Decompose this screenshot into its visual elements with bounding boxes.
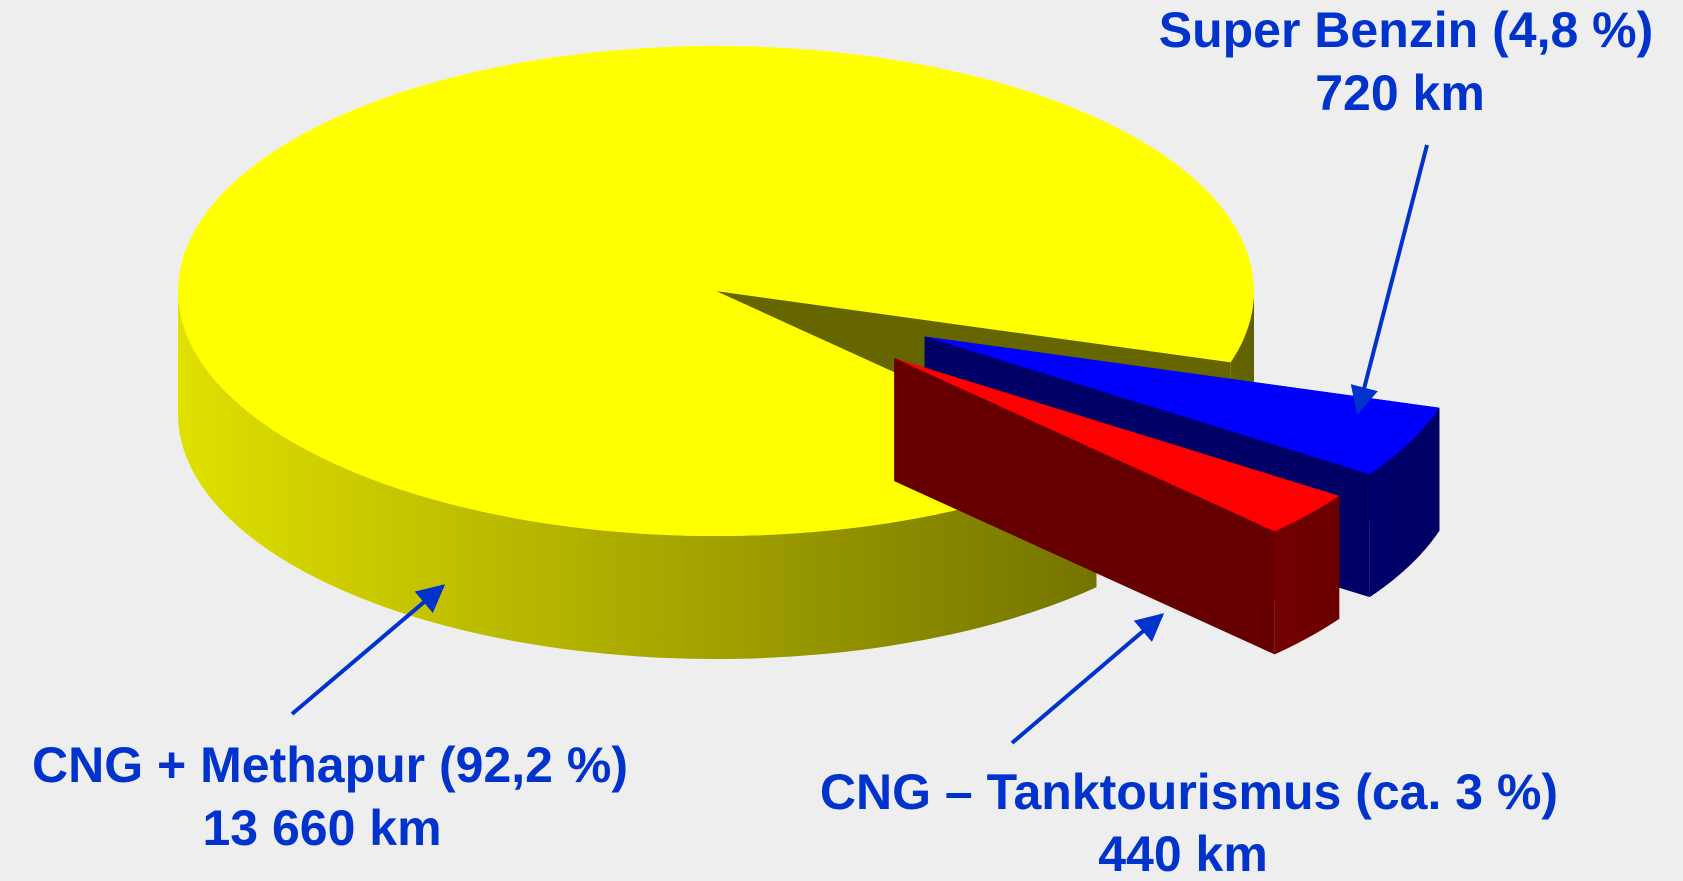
distance-label: 13 660 km <box>202 800 441 856</box>
category: Super Benzin <box>1159 2 1478 58</box>
percent-label: (4,8 %) <box>1492 2 1653 58</box>
slice <box>177 45 1255 537</box>
slice-side <box>1369 407 1440 598</box>
percent-label: (92,2 %) <box>439 737 628 793</box>
distance-label: 440 km <box>1098 826 1268 881</box>
category: CNG – Tanktourismus <box>820 764 1341 820</box>
slice-side <box>178 291 1097 659</box>
pie <box>177 45 1440 659</box>
slice <box>894 358 1340 532</box>
slice-label: Super Benzin (4,8 %) <box>1159 2 1654 58</box>
slice-wall <box>894 358 1275 655</box>
distance-label: 720 km <box>1315 65 1485 121</box>
percent-label: (ca. 3 %) <box>1355 764 1558 820</box>
slice <box>924 336 1440 475</box>
arrow <box>290 584 446 716</box>
category: CNG + Methapur <box>32 737 425 793</box>
slice-label: CNG – Tanktourismus (ca. 3 %) <box>820 764 1558 820</box>
arrow <box>1350 144 1429 415</box>
arrow <box>1010 613 1165 745</box>
slice-side <box>1274 495 1340 655</box>
slice-label: CNG + Methapur (92,2 %) <box>32 737 628 793</box>
